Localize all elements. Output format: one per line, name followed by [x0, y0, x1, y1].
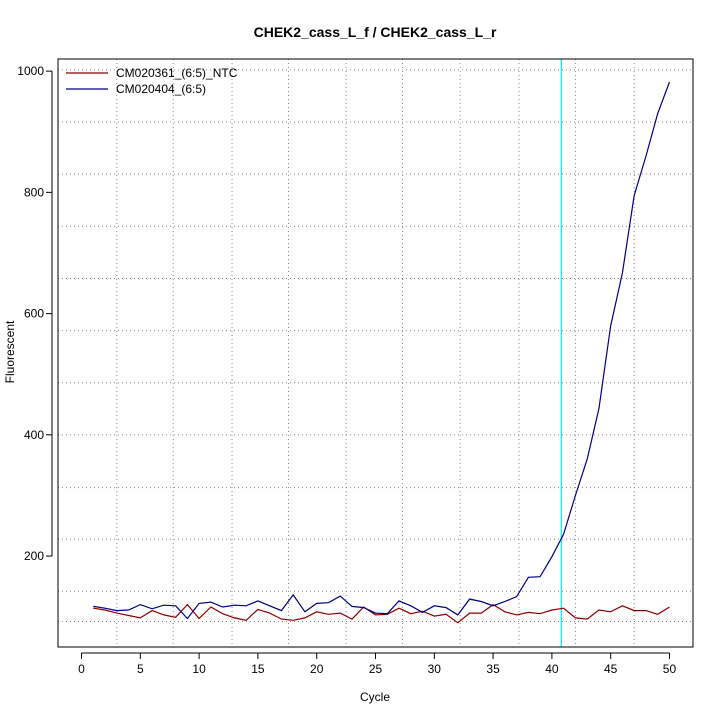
x-tick-label: 5	[137, 662, 144, 676]
legend: CM020361_(6:5)_NTC CM020404_(6:5)	[66, 66, 238, 96]
x-tick-label: 40	[545, 662, 559, 676]
y-axis-label: Fluorescent	[3, 320, 17, 383]
y-tick-label: 600	[24, 307, 44, 321]
legend-label: CM020361_(6:5)_NTC	[116, 66, 238, 80]
series-layer	[93, 81, 671, 624]
legend-label: CM020404_(6:5)	[116, 82, 206, 96]
series-line-1	[93, 603, 670, 624]
y-tick-label: 800	[24, 185, 44, 199]
plot-frame	[57, 58, 694, 648]
x-tick-label: 25	[369, 662, 383, 676]
grid	[58, 59, 693, 647]
x-tick-label: 30	[428, 662, 442, 676]
y-tick-label: 200	[24, 549, 44, 563]
x-axis: 0 5 10 15 20 25 30 35 40 45 50	[78, 652, 677, 676]
x-tick-label: 15	[251, 662, 265, 676]
x-tick-label: 50	[663, 662, 677, 676]
chart-title: CHEK2_cass_L_f / CHEK2_cass_L_r	[254, 24, 497, 40]
x-tick-label: 0	[78, 662, 85, 676]
series-line-2	[93, 81, 671, 620]
y-axis: 200 400 600 800 1000	[17, 64, 53, 563]
x-tick-label: 20	[310, 662, 324, 676]
x-tick-label: 35	[486, 662, 500, 676]
x-axis-label: Cycle	[360, 690, 390, 704]
y-tick-label: 1000	[17, 64, 44, 78]
y-tick-label: 400	[24, 428, 44, 442]
x-tick-label: 45	[604, 662, 618, 676]
x-tick-label: 10	[192, 662, 206, 676]
